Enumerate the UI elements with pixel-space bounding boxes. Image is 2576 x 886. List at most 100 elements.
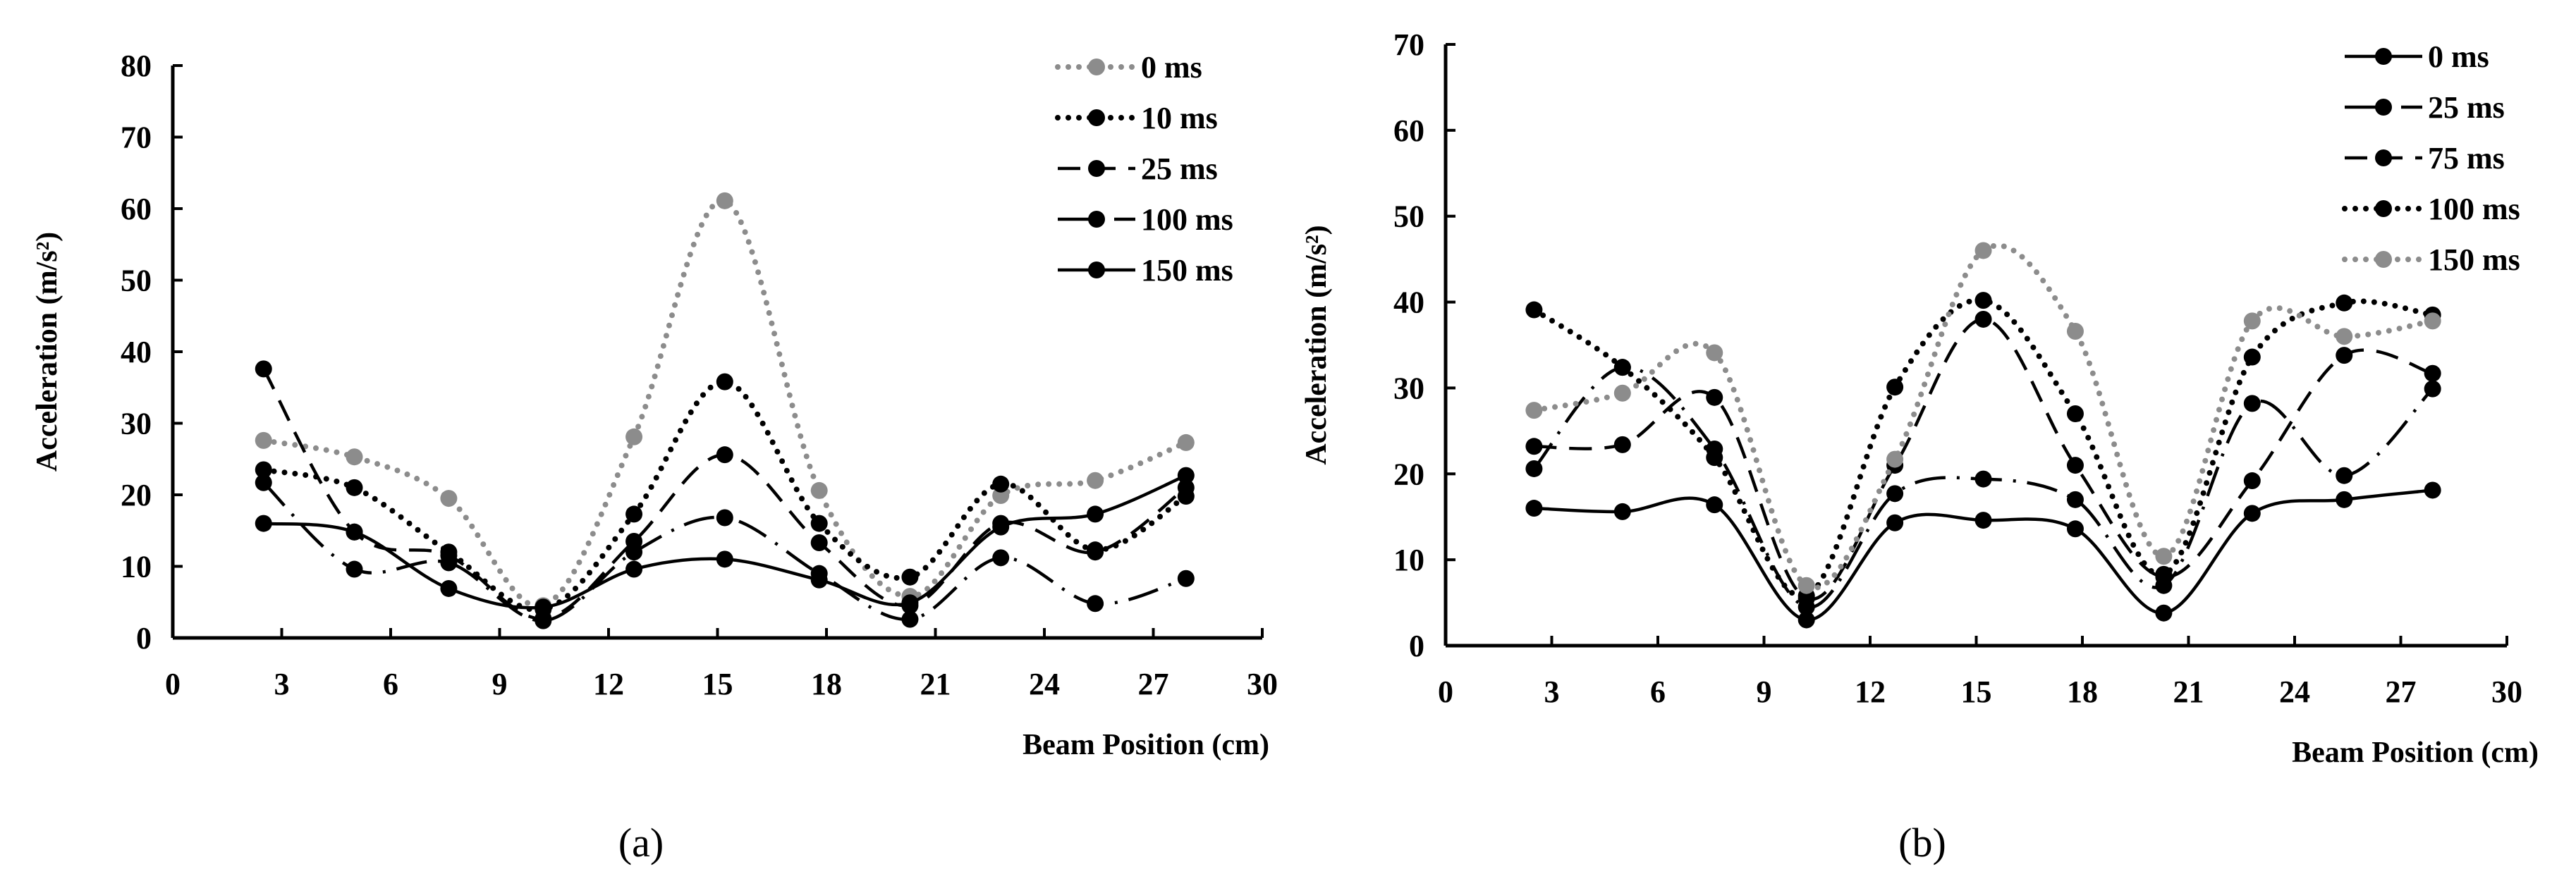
x-tick-label: 18 — [811, 667, 842, 701]
series-100-ms — [1525, 292, 2441, 605]
x-tick-label: 15 — [702, 667, 733, 701]
x-axis-label: Beam Position (cm) — [1023, 729, 1269, 761]
data-point — [1886, 514, 1904, 531]
legend-marker — [1088, 262, 1105, 278]
data-point — [901, 594, 919, 612]
y-tick-label: 80 — [121, 49, 152, 83]
series-line — [263, 474, 1187, 610]
data-point — [1706, 449, 1723, 467]
data-point — [1177, 433, 1195, 451]
data-point — [716, 550, 733, 568]
panel-label: (a) — [618, 820, 664, 866]
data-point — [346, 523, 363, 541]
data-point — [2066, 405, 2084, 422]
series-line — [260, 379, 1189, 613]
data-point — [1706, 344, 1723, 362]
data-point — [2066, 520, 2084, 538]
data-point — [535, 598, 552, 616]
data-point — [1613, 384, 1631, 402]
data-point — [2243, 312, 2261, 330]
data-point — [1177, 467, 1195, 484]
data-point — [2155, 604, 2173, 622]
data-point — [2336, 347, 2353, 364]
data-point — [2336, 467, 2353, 484]
x-tick-label: 0 — [165, 667, 181, 701]
y-axis-label: Acceleration (m/s²) — [31, 232, 63, 472]
data-point — [1886, 485, 1904, 503]
x-tick-label: 12 — [593, 667, 624, 701]
y-tick-label: 10 — [1393, 543, 1424, 577]
data-point — [2336, 328, 2353, 345]
data-point — [625, 543, 643, 561]
y-tick-label: 50 — [1393, 199, 1424, 234]
data-point — [1797, 611, 1815, 629]
y-tick-label: 70 — [1393, 27, 1424, 62]
data-point — [2424, 364, 2441, 382]
data-point — [992, 475, 1010, 493]
x-tick-label: 6 — [383, 667, 398, 701]
data-point — [346, 448, 363, 466]
data-point — [2066, 491, 2084, 508]
data-point — [1087, 595, 1104, 613]
series-150-ms — [255, 467, 1195, 616]
data-point — [1525, 438, 1543, 455]
x-tick-label: 12 — [1855, 675, 1886, 709]
data-point — [1525, 402, 1543, 419]
data-point — [2424, 380, 2441, 398]
legend-label: 25 ms — [1141, 152, 1218, 186]
data-point — [1613, 359, 1631, 376]
y-tick-label: 60 — [121, 192, 152, 226]
data-point — [346, 560, 363, 578]
data-point — [440, 490, 458, 507]
data-point — [2066, 323, 2084, 340]
data-point — [625, 505, 643, 523]
data-point — [716, 446, 733, 464]
y-tick-label: 30 — [121, 407, 152, 441]
y-tick-label: 30 — [1393, 371, 1424, 405]
legend-marker — [1088, 211, 1105, 228]
y-tick-label: 10 — [121, 550, 152, 584]
series-line — [1534, 488, 2433, 622]
data-point — [2066, 457, 2084, 474]
series-25-ms — [1525, 359, 2441, 616]
data-point — [1797, 577, 1815, 594]
legend-label: 25 ms — [2428, 90, 2505, 125]
legend-label: 150 ms — [2428, 242, 2520, 277]
x-tick-label: 3 — [274, 667, 290, 701]
data-point — [1525, 460, 1543, 477]
data-point — [255, 515, 272, 532]
legend-marker — [2375, 149, 2392, 166]
data-point — [1974, 242, 1992, 259]
series-line — [262, 481, 1187, 622]
x-tick-label: 27 — [2386, 675, 2417, 709]
data-point — [1974, 470, 1992, 488]
legend-marker — [1088, 160, 1105, 177]
legend-label: 75 ms — [2428, 141, 2505, 176]
data-point — [1974, 512, 1992, 529]
y-axis-label: Acceleration (m/s²) — [1300, 225, 1333, 464]
series-25-ms — [255, 360, 1195, 627]
data-point — [992, 518, 1010, 536]
y-tick-label: 20 — [1393, 457, 1424, 491]
data-point — [2424, 312, 2441, 330]
y-tick-label: 70 — [121, 121, 152, 155]
y-tick-label: 0 — [1409, 629, 1424, 663]
x-tick-label: 15 — [1961, 675, 1992, 709]
x-tick-label: 0 — [1438, 675, 1453, 709]
legend-marker — [2375, 251, 2392, 268]
x-tick-label: 21 — [2173, 675, 2204, 709]
data-point — [901, 610, 919, 628]
legend-label: 0 ms — [1141, 50, 1202, 85]
x-tick-label: 30 — [2491, 675, 2522, 709]
legend-label: 150 ms — [1141, 253, 1233, 288]
legend-marker — [2375, 200, 2392, 217]
data-point — [346, 479, 363, 496]
data-point — [1886, 450, 1904, 468]
y-tick-label: 40 — [121, 335, 152, 369]
series-line — [260, 197, 1189, 610]
data-point — [2155, 565, 2173, 583]
series-75-ms — [1525, 310, 2441, 607]
x-tick-label: 18 — [2067, 675, 2098, 709]
legend-marker — [2375, 99, 2392, 116]
data-point — [255, 474, 272, 491]
